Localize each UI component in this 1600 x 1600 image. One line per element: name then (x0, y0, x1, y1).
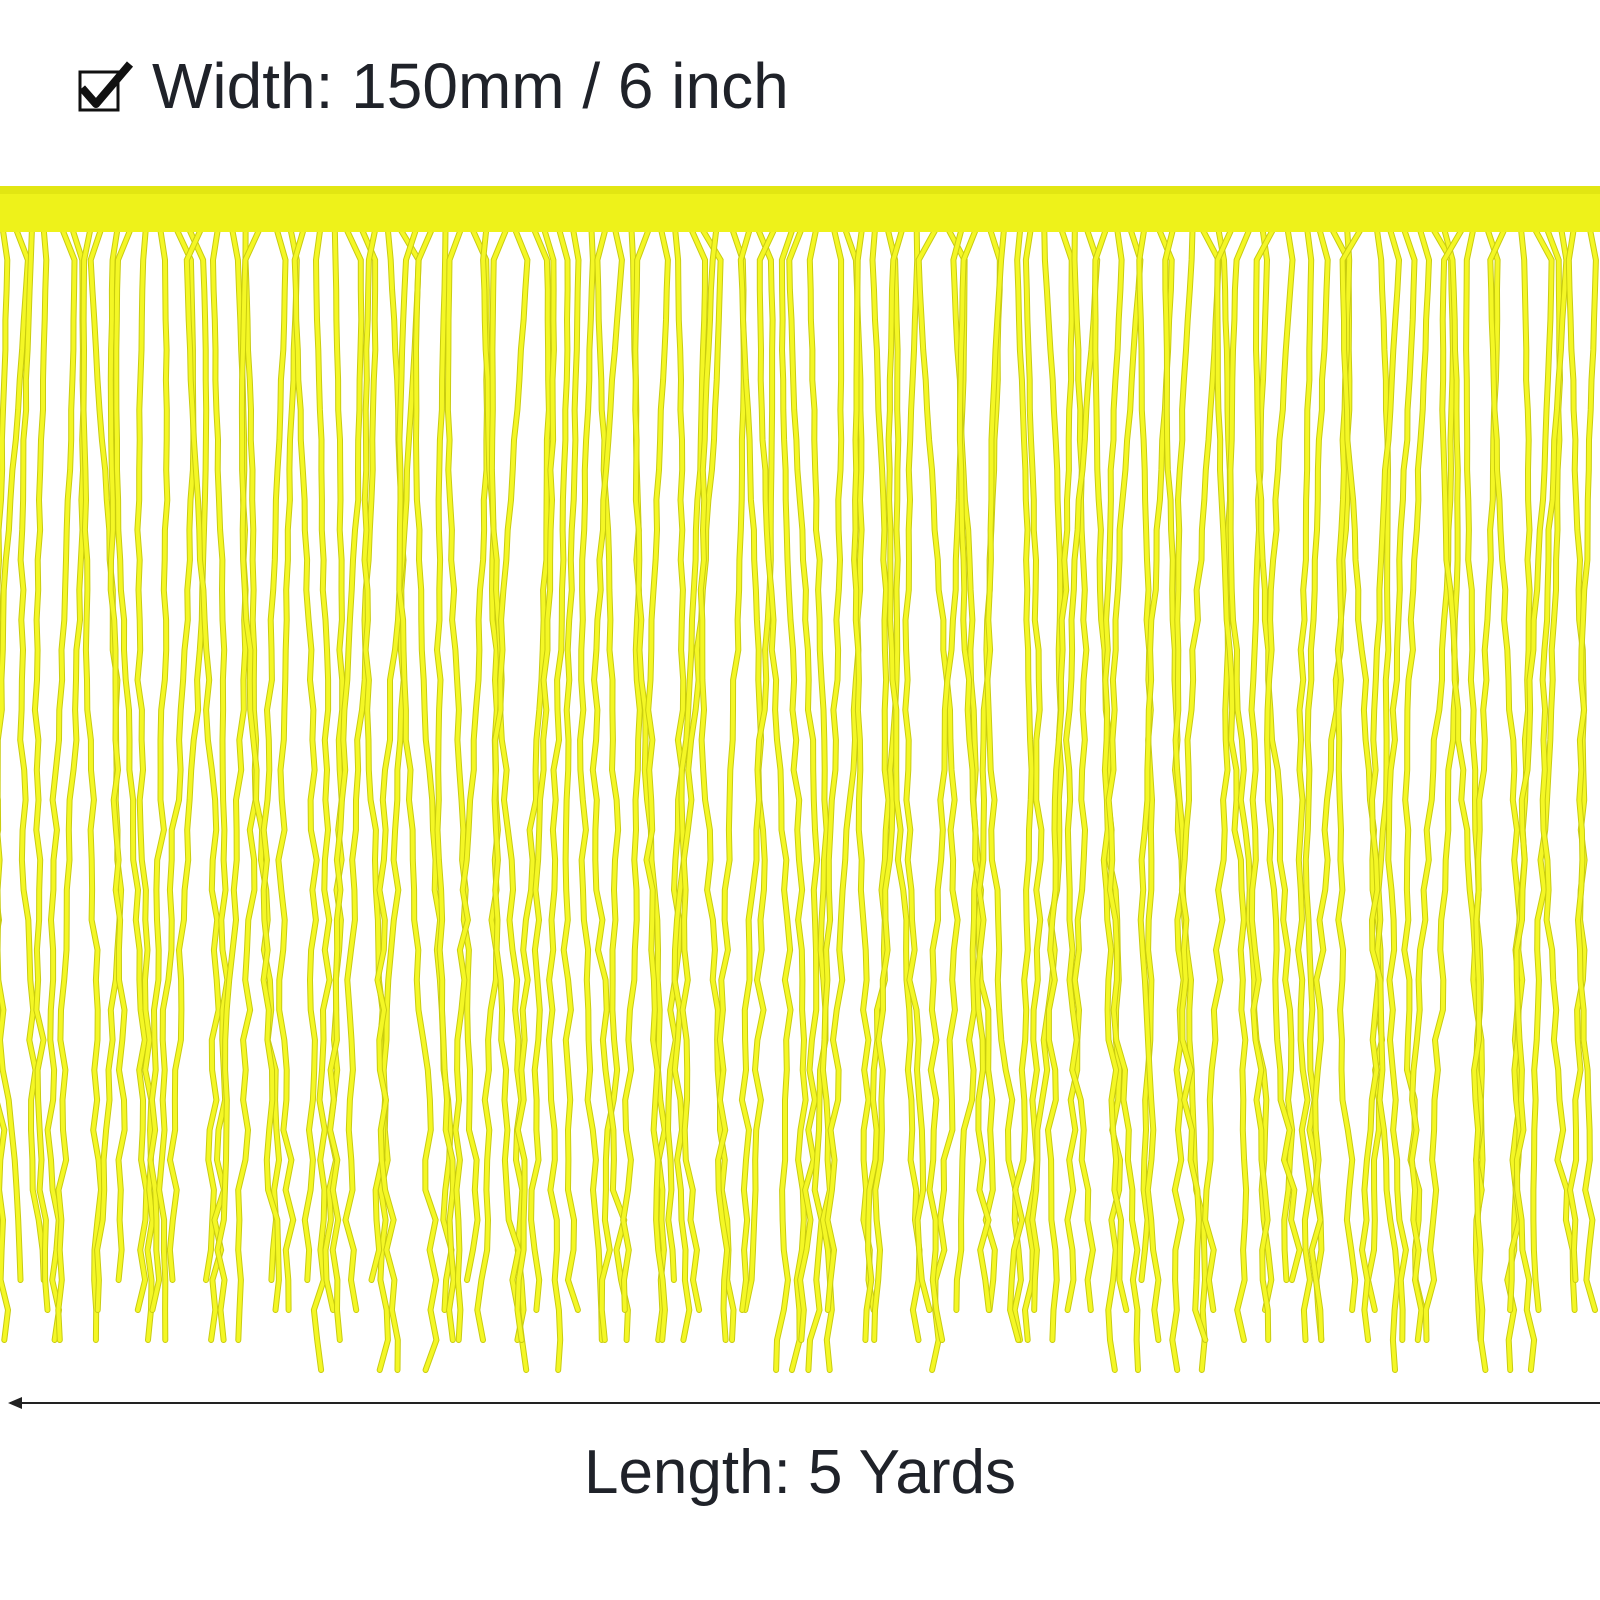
fringe-strand (18, 228, 46, 1282)
fringe-strand (665, 228, 686, 1282)
fringe-strand (1106, 228, 1143, 1372)
fringe-strand (863, 228, 891, 1342)
fringe-strand (148, 228, 170, 1312)
fringe-strand (757, 228, 793, 1372)
fringe-strand (1253, 228, 1295, 1282)
fringe-strand (1303, 228, 1330, 1342)
fringe-strand (644, 228, 670, 1342)
fringe-strand (434, 228, 456, 1342)
fringe-strand (0, 228, 30, 1282)
fringe-strand (1045, 228, 1074, 1342)
fringe-strand (489, 228, 526, 1342)
fringe-strand (916, 228, 960, 1372)
fringe-strand (311, 228, 332, 1372)
fringe-strand (1386, 228, 1417, 1342)
length-label: Length: 5 Yards (584, 1438, 1016, 1507)
fringe-strand (1101, 228, 1129, 1312)
fringe-strand (292, 228, 319, 1282)
fringe-strand (1409, 228, 1455, 1342)
fringe-strand (957, 228, 997, 1312)
fringe-strand (261, 228, 288, 1312)
fringe-strand (239, 228, 282, 1282)
fringe-strand (1064, 228, 1100, 1312)
fringe-strand (1215, 228, 1249, 1342)
fringe-strand (975, 228, 1002, 1312)
width-label: Width: 150mm / 6 inch (152, 50, 789, 122)
fringe-strand (546, 228, 570, 1372)
fringe-strand (375, 228, 421, 1372)
fringe-strand (328, 228, 364, 1342)
fringe-strand (1030, 228, 1064, 1312)
fringe-strand (903, 228, 932, 1312)
fringe-strand (852, 228, 876, 1312)
fringe-strand (779, 228, 808, 1372)
fringe-strand (787, 228, 820, 1342)
fringe-strand (343, 228, 378, 1312)
fringe-strand (1369, 228, 1402, 1372)
fringe-strand (1249, 228, 1271, 1342)
checkmark (78, 61, 134, 108)
fringe-strand (825, 228, 864, 1312)
length-arrow-head (8, 1397, 22, 1409)
fringe-strand (1359, 228, 1391, 1342)
fringe-strand (492, 228, 530, 1372)
fringe-strand (32, 228, 50, 1312)
fringe-strand (806, 228, 829, 1372)
fringe-strand (1514, 228, 1554, 1372)
fringe-strand (81, 228, 104, 1342)
fringe-strand (184, 228, 221, 1282)
fringe-strand (680, 228, 723, 1312)
fringe-strand (276, 228, 299, 1312)
fringe-strand (872, 228, 901, 1342)
fringe-strand (1203, 228, 1233, 1312)
fringe-strand (1575, 228, 1598, 1312)
fringe-strand (114, 228, 149, 1312)
fringe-strand (45, 228, 77, 1342)
fringe-strand (1540, 228, 1577, 1312)
fringe-strand (413, 228, 454, 1312)
tape-band (0, 188, 1600, 232)
fringe-strand (739, 228, 775, 1312)
fringe-strand (529, 228, 556, 1312)
fringe (0, 227, 1599, 1373)
fringe-strand (0, 228, 11, 1342)
fringe-strand (672, 228, 708, 1342)
fringe-strand (590, 228, 630, 1342)
fringe-strand (1065, 228, 1089, 1312)
fringe-strand (578, 228, 604, 1342)
fringe-strand (167, 228, 209, 1282)
fringe-strand (515, 228, 551, 1342)
fringe-strand (820, 228, 844, 1372)
fringe-strand (108, 228, 127, 1282)
fringe-strand (985, 228, 1023, 1342)
fringe-strand (1296, 228, 1314, 1342)
fringe-strand (1340, 228, 1385, 1312)
fringe-strand (1008, 228, 1034, 1342)
fringe-strand (561, 228, 581, 1312)
fringe-strand (1265, 228, 1302, 1282)
fringe-strand (397, 228, 439, 1372)
fringe-strand (1179, 228, 1221, 1342)
fringe-strand (716, 228, 746, 1342)
fringe-strand (1228, 228, 1274, 1312)
tape-edge (0, 186, 1600, 194)
fringe-strand (209, 228, 230, 1342)
fringe-strand (1423, 228, 1460, 1342)
fringe-strand (445, 228, 480, 1282)
fringe-strand (698, 228, 736, 1342)
fringe-strand (595, 228, 621, 1342)
fringe-strand (886, 228, 922, 1342)
